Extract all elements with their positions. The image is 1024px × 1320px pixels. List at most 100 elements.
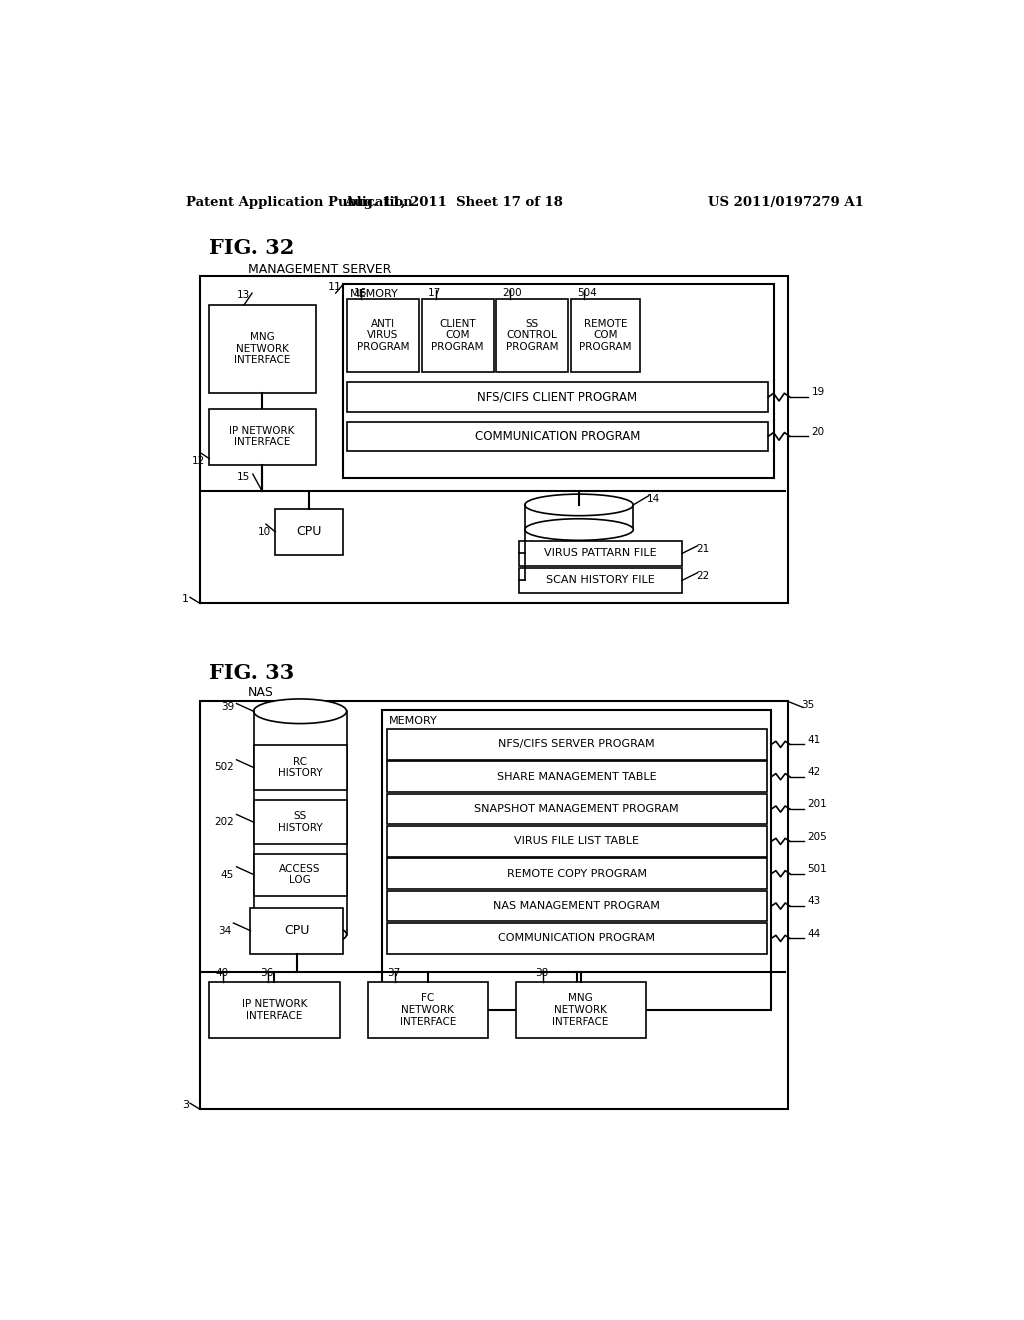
Text: 20: 20: [812, 426, 824, 437]
Bar: [519, 568, 682, 593]
Text: VIRUS PATTARN FILE: VIRUS PATTARN FILE: [545, 548, 657, 558]
Bar: [519, 541, 682, 566]
Bar: [496, 300, 568, 372]
Bar: [343, 284, 774, 478]
Text: SHARE MANAGEMENT TABLE: SHARE MANAGEMENT TABLE: [497, 772, 656, 781]
Text: SCAN HISTORY FILE: SCAN HISTORY FILE: [547, 576, 655, 585]
Text: 35: 35: [802, 700, 815, 710]
Text: RC
HISTORY: RC HISTORY: [278, 756, 323, 779]
Bar: [387, 826, 767, 857]
Text: 502: 502: [214, 763, 234, 772]
Bar: [387, 729, 767, 760]
Text: 1: 1: [182, 594, 189, 603]
Text: MANAGEMENT SERVER: MANAGEMENT SERVER: [248, 263, 391, 276]
Text: NAS: NAS: [248, 686, 274, 700]
Text: 37: 37: [388, 968, 400, 978]
Text: US 2011/0197279 A1: US 2011/0197279 A1: [709, 195, 864, 209]
Bar: [387, 923, 767, 954]
Text: COMMUNICATION PROGRAM: COMMUNICATION PROGRAM: [475, 430, 640, 444]
Text: 36: 36: [260, 968, 273, 978]
Bar: [347, 300, 420, 372]
Text: 45: 45: [221, 870, 234, 879]
Text: REMOTE COPY PROGRAM: REMOTE COPY PROGRAM: [507, 869, 647, 879]
Text: 205: 205: [808, 832, 827, 842]
Text: Aug. 11, 2011  Sheet 17 of 18: Aug. 11, 2011 Sheet 17 of 18: [344, 195, 563, 209]
Text: 504: 504: [577, 288, 596, 298]
Text: 201: 201: [808, 800, 827, 809]
Text: FIG. 33: FIG. 33: [209, 663, 295, 682]
Text: 34: 34: [218, 925, 231, 936]
Bar: [570, 300, 640, 372]
Text: MEMORY: MEMORY: [388, 715, 437, 726]
Text: IP NETWORK
INTERFACE: IP NETWORK INTERFACE: [242, 999, 307, 1020]
Text: 17: 17: [428, 288, 441, 298]
Text: 22: 22: [696, 570, 710, 581]
Text: 202: 202: [214, 817, 234, 828]
Text: NFS/CIFS SERVER PROGRAM: NFS/CIFS SERVER PROGRAM: [499, 739, 655, 750]
Bar: [254, 744, 346, 789]
Text: 11: 11: [328, 282, 342, 292]
Bar: [200, 276, 787, 603]
Text: ANTI
VIRUS
PROGRAM: ANTI VIRUS PROGRAM: [356, 319, 410, 352]
Text: NFS/CIFS CLIENT PROGRAM: NFS/CIFS CLIENT PROGRAM: [477, 391, 637, 404]
Text: SS
HISTORY: SS HISTORY: [278, 812, 323, 833]
Text: 19: 19: [812, 388, 824, 397]
Text: SNAPSHOT MANAGEMENT PROGRAM: SNAPSHOT MANAGEMENT PROGRAM: [474, 804, 679, 814]
Bar: [387, 762, 767, 792]
Text: 3: 3: [182, 1100, 189, 1110]
Text: MNG
NETWORK
INTERFACE: MNG NETWORK INTERFACE: [552, 994, 609, 1027]
Bar: [422, 300, 494, 372]
Text: FC
NETWORK
INTERFACE: FC NETWORK INTERFACE: [399, 994, 456, 1027]
Text: ACCESS
LOG: ACCESS LOG: [280, 863, 321, 886]
Bar: [254, 800, 346, 845]
Bar: [515, 982, 646, 1038]
Text: 15: 15: [238, 473, 251, 482]
Bar: [209, 409, 315, 465]
Text: REMOTE
COM
PROGRAM: REMOTE COM PROGRAM: [580, 319, 632, 352]
Ellipse shape: [254, 700, 346, 723]
Text: 40: 40: [216, 968, 228, 978]
Text: FIG. 32: FIG. 32: [209, 239, 295, 259]
Ellipse shape: [524, 519, 633, 540]
Text: 13: 13: [237, 290, 250, 301]
Bar: [209, 305, 315, 393]
Bar: [369, 982, 488, 1038]
Text: 43: 43: [808, 896, 821, 907]
Text: CPU: CPU: [285, 924, 309, 937]
Text: 501: 501: [808, 865, 827, 874]
Text: 14: 14: [647, 494, 660, 504]
Bar: [200, 701, 787, 1109]
Bar: [275, 508, 343, 554]
Bar: [251, 908, 343, 954]
Text: 12: 12: [193, 455, 206, 466]
Text: IP NETWORK
INTERFACE: IP NETWORK INTERFACE: [229, 425, 295, 447]
Text: 21: 21: [696, 544, 710, 554]
Text: 42: 42: [808, 767, 821, 777]
Text: 200: 200: [503, 288, 522, 298]
Text: 41: 41: [808, 735, 821, 744]
Bar: [387, 891, 767, 921]
Text: 10: 10: [258, 527, 271, 537]
Text: CPU: CPU: [297, 525, 322, 539]
Text: CLIENT
COM
PROGRAM: CLIENT COM PROGRAM: [431, 319, 483, 352]
Bar: [209, 982, 340, 1038]
Bar: [254, 854, 346, 896]
Text: COMMUNICATION PROGRAM: COMMUNICATION PROGRAM: [499, 933, 655, 944]
Bar: [387, 793, 767, 825]
Text: SS
CONTROL
PROGRAM: SS CONTROL PROGRAM: [506, 319, 558, 352]
Text: NAS MANAGEMENT PROGRAM: NAS MANAGEMENT PROGRAM: [494, 902, 660, 911]
Text: 44: 44: [808, 929, 821, 939]
Text: MNG
NETWORK
INTERFACE: MNG NETWORK INTERFACE: [233, 333, 290, 366]
Bar: [347, 422, 768, 451]
Text: MEMORY: MEMORY: [349, 289, 398, 298]
Text: 39: 39: [221, 702, 234, 713]
Text: 16: 16: [353, 288, 367, 298]
Bar: [382, 710, 771, 1010]
Ellipse shape: [254, 923, 346, 946]
Text: Patent Application Publication: Patent Application Publication: [186, 195, 413, 209]
Text: VIRUS FILE LIST TABLE: VIRUS FILE LIST TABLE: [514, 837, 639, 846]
Text: 38: 38: [535, 968, 548, 978]
Bar: [347, 383, 768, 412]
Ellipse shape: [524, 494, 633, 516]
Bar: [387, 858, 767, 890]
